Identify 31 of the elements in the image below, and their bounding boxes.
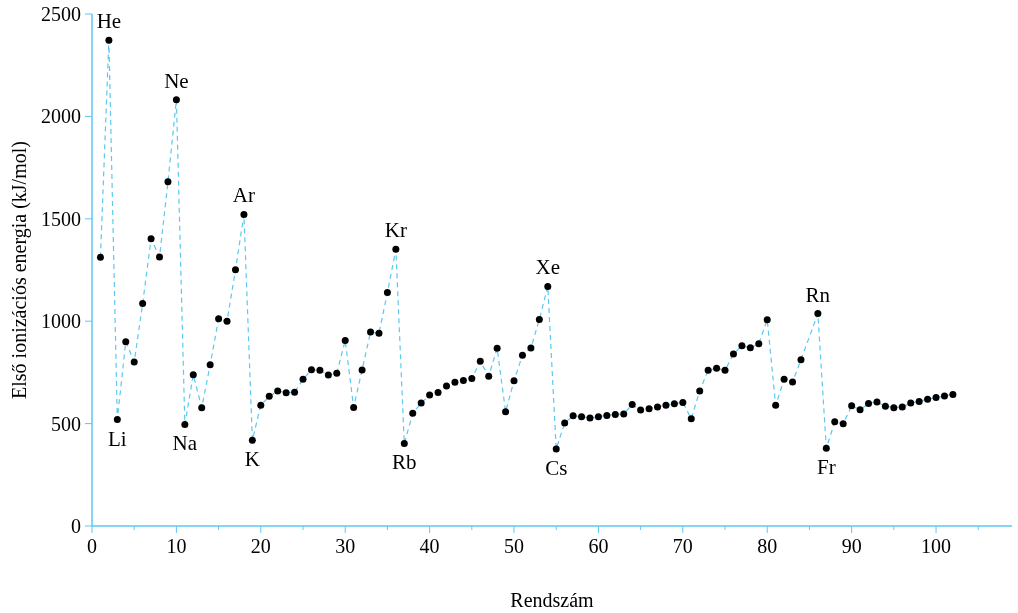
annotation: Fr (816, 455, 836, 480)
x-tick-label: 100 (921, 535, 952, 557)
x-tick-label: 30 (335, 535, 356, 557)
x-tick-label: 70 (672, 535, 693, 557)
y-tick-label: 1500 (41, 207, 81, 230)
annotation: K (244, 447, 260, 472)
annotation: Cs (545, 456, 568, 480)
x-tick-label: 90 (841, 535, 862, 557)
annotation: Li (107, 426, 127, 451)
y-tick-label: 500 (51, 412, 81, 435)
annotation: Ar (232, 183, 256, 208)
y-tick-label: 1000 (41, 310, 81, 333)
annotation: Kr (384, 218, 407, 243)
annotation: Rb (392, 450, 417, 475)
annotation: Xe (535, 255, 561, 280)
x-axis-title: Rendszám (510, 589, 595, 611)
y-tick-label: 2500 (41, 3, 81, 25)
annotation: Na (172, 431, 198, 456)
annotation: He (96, 9, 122, 34)
y-axis-title: Első ionizációs energia (kJ/mol) (8, 141, 31, 399)
x-tick-label: 80 (757, 535, 778, 557)
annotation: Rn (805, 282, 831, 307)
x-tick-label: 10 (166, 535, 187, 557)
y-tick-label: 0 (71, 515, 81, 537)
y-tick-label: 2000 (41, 105, 81, 128)
x-tick-label: 60 (588, 535, 609, 557)
x-tick-label: 20 (250, 535, 271, 557)
x-tick-label: 0 (87, 535, 97, 557)
annotation: Ne (164, 68, 189, 93)
x-tick-label: 50 (504, 535, 525, 557)
x-tick-label: 40 (419, 535, 440, 557)
